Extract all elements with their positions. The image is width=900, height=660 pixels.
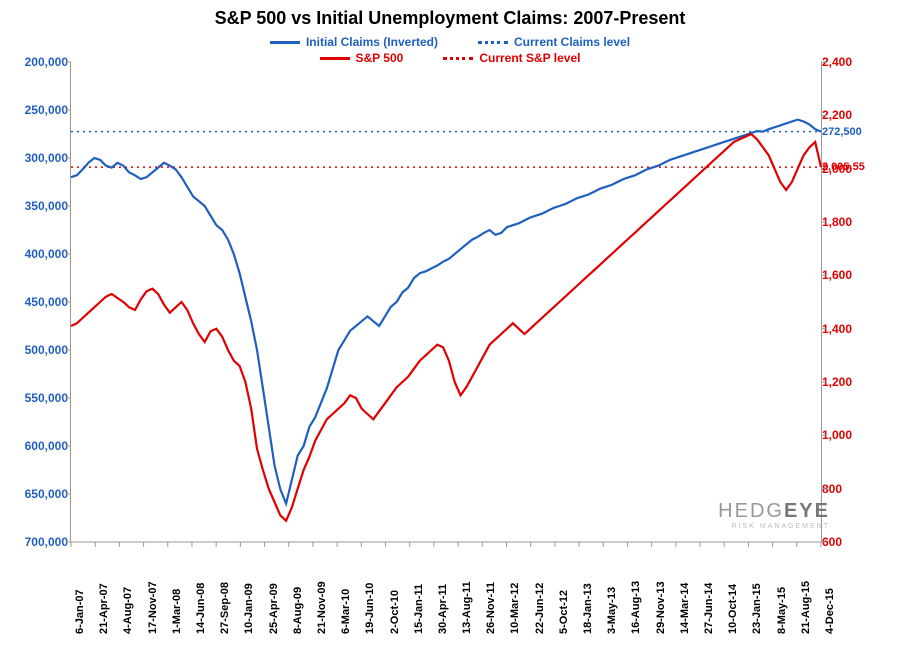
x-tick: 13-Aug-11 <box>461 581 473 634</box>
y-left-tick: 550,000 <box>0 392 68 404</box>
legend-claims-label: Initial Claims (Inverted) <box>306 35 438 49</box>
legend-claims: Initial Claims (Inverted) <box>270 35 438 49</box>
x-axis: 6-Jan-07 21-Apr-07 4-Aug-07 17-Nov-07 1-Mar-… <box>70 544 820 654</box>
x-tick: 23-Jan-15 <box>751 583 763 634</box>
y-right-tick: 1,600 <box>822 269 882 281</box>
x-tick: 2-Oct-10 <box>389 590 401 634</box>
x-tick: 6-Jan-07 <box>74 589 86 634</box>
x-tick: 25-Apr-09 <box>268 583 280 634</box>
x-tick: 6-Mar-10 <box>340 589 352 634</box>
x-tick: 5-Oct-12 <box>558 590 570 634</box>
y-right-tick: 600 <box>822 536 882 548</box>
x-tick: 29-Nov-13 <box>655 581 667 634</box>
y-left-tick: 450,000 <box>0 296 68 308</box>
x-tick: 26-Nov-11 <box>485 582 497 634</box>
y-left-tick: 700,000 <box>0 536 68 548</box>
y-left-tick: 400,000 <box>0 248 68 260</box>
y-left-tick: 300,000 <box>0 152 68 164</box>
y-right-tick: 1,400 <box>822 323 882 335</box>
x-tick: 17-Nov-07 <box>147 581 159 634</box>
logo-main: HEDGEYE <box>718 500 830 523</box>
x-tick: 14-Jun-08 <box>195 583 207 634</box>
chart-title: S&P 500 vs Initial Unemployment Claims: … <box>0 8 900 29</box>
x-tick: 15-Jan-11 <box>413 584 425 634</box>
y-left-tick: 250,000 <box>0 104 68 116</box>
x-tick: 8-May-15 <box>776 587 788 634</box>
legend-claims-level-line <box>478 41 508 44</box>
legend-sp-level-line <box>443 57 473 60</box>
x-tick: 21-Nov-09 <box>316 581 328 634</box>
x-tick: 10-Jan-09 <box>243 583 255 634</box>
x-tick: 8-Aug-09 <box>292 587 304 634</box>
legend-claims-line <box>270 41 300 44</box>
y-left-tick: 200,000 <box>0 56 68 68</box>
x-tick: 10-Oct-14 <box>727 584 739 634</box>
x-tick: 18-Jan-13 <box>582 583 594 634</box>
x-tick: 16-Aug-13 <box>630 581 642 634</box>
current-claims-annotation: 272,500 <box>822 126 862 138</box>
y-right-tick: 2,200 <box>822 109 882 121</box>
x-tick: 19-Jun-10 <box>364 583 376 634</box>
x-tick: 21-Aug-15 <box>800 581 812 634</box>
x-tick: 1-Mar-08 <box>171 589 183 634</box>
x-tick: 4-Aug-07 <box>122 587 134 634</box>
y-left-tick: 650,000 <box>0 488 68 500</box>
y-right-tick: 1,200 <box>822 376 882 388</box>
y-left-tick: 350,000 <box>0 200 68 212</box>
legend-claims-level-label: Current Claims level <box>514 35 630 49</box>
x-tick: 4-Dec-15 <box>824 588 836 634</box>
y-right-tick: 2,400 <box>822 56 882 68</box>
y-left-axis: 200,000250,000300,000350,000400,000450,0… <box>0 62 68 542</box>
legend-claims-level: Current Claims level <box>478 35 630 49</box>
legend-sp-line <box>320 57 350 60</box>
plot-area <box>70 62 822 542</box>
logo: HEDGEYE RISK MANAGEMENT <box>718 500 830 530</box>
logo-sub: RISK MANAGEMENT <box>718 523 830 530</box>
x-tick: 10-Mar-12 <box>509 583 521 634</box>
chart-svg <box>71 62 821 542</box>
legend: Initial Claims (Inverted) Current Claims … <box>0 35 900 65</box>
x-tick: 22-Jun-12 <box>534 583 546 634</box>
y-left-tick: 600,000 <box>0 440 68 452</box>
y-right-tick: 1,000 <box>822 429 882 441</box>
x-tick: 14-Mar-14 <box>679 583 691 634</box>
x-tick: 27-Sep-08 <box>219 582 231 634</box>
y-left-tick: 500,000 <box>0 344 68 356</box>
current-sp-annotation: 2,005.55 <box>822 161 865 173</box>
claims-line <box>71 120 821 504</box>
y-right-tick: 1,800 <box>822 216 882 228</box>
sp-line <box>71 134 821 521</box>
y-right-tick: 800 <box>822 483 882 495</box>
x-tick: 3-May-13 <box>606 587 618 634</box>
x-tick: 30-Apr-11 <box>437 584 449 634</box>
x-tick: 27-Jun-14 <box>703 583 715 634</box>
x-tick: 21-Apr-07 <box>98 583 110 634</box>
